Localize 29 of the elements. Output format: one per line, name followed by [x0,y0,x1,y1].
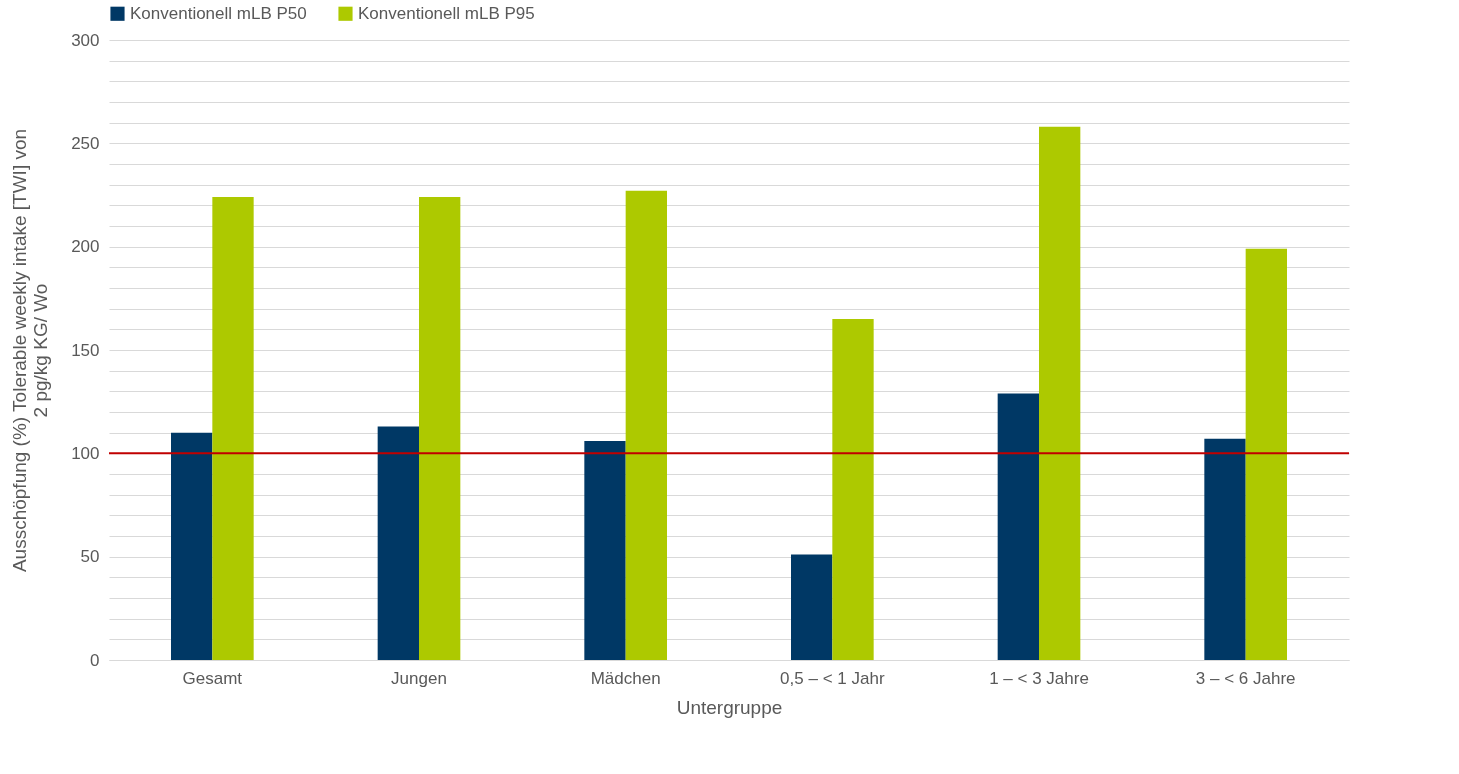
bar [791,554,833,660]
x-tick-label: 3 – < 6 Jahre [1195,668,1296,688]
x-tick-label: Mädchen [590,668,661,688]
y-tick-label: 300 [71,30,100,50]
bar [1039,126,1081,660]
y-tick-label: 0 [90,650,100,670]
x-tick-label: Gesamt [182,668,243,688]
y-tick-label: 50 [80,547,100,567]
legend-label: Konventionell mLB P50 [130,3,307,23]
bar [832,319,874,660]
x-tick-label: 1 – < 3 Jahre [989,668,1089,688]
y-axis-title: Ausschöpfung (%) Tolerable weekly intake [TWI] von 2 pg/kg KG/ Wo [9,128,52,573]
bar [171,432,213,660]
x-axis-title: Untergruppe [676,696,783,718]
y-tick-label: 150 [71,340,100,360]
y-tick-label: 200 [71,237,100,257]
bar [212,197,254,660]
bar [377,426,419,660]
y-tick-label: 100 [71,443,100,463]
x-tick-label: 0,5 – < 1 Jahr [780,668,885,688]
bar [1245,248,1287,660]
bar [625,190,667,660]
bar [584,440,626,660]
y-tick-label: 250 [71,133,100,153]
bar [997,393,1039,660]
x-tick-label: Jungen [391,668,447,688]
legend-label: Konventionell mLB P95 [358,3,535,23]
bar [1204,438,1246,660]
bar [419,197,461,660]
